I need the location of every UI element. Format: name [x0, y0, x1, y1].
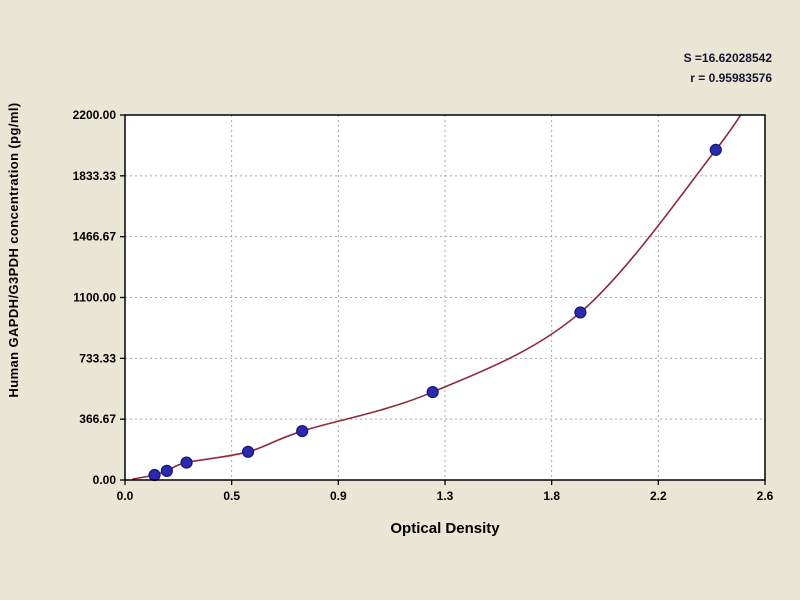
data-point — [296, 424, 309, 438]
x-tick-label: 1.3 — [437, 489, 454, 503]
y-tick-label: 1466.67 — [73, 230, 117, 244]
y-tick-label: 733.33 — [79, 351, 116, 365]
y-tick-label: 366.67 — [79, 412, 116, 426]
y-tick-label: 1833.33 — [73, 169, 117, 183]
data-point — [180, 456, 193, 469]
y-tick-label: 1100.00 — [73, 291, 116, 305]
x-tick-label: 0.9 — [330, 489, 347, 503]
x-tick-label: 2.2 — [650, 489, 667, 503]
data-point — [709, 143, 722, 156]
data-point — [241, 445, 255, 458]
data-point — [426, 385, 439, 399]
fit-statistics: S =16.62028542 r = 0.95983576 — [684, 48, 772, 89]
x-tick-label: 1.8 — [543, 489, 560, 503]
x-tick-label: 0.0 — [117, 489, 134, 503]
data-point — [574, 306, 587, 319]
data-point — [148, 468, 161, 482]
y-tick-label: 2200.00 — [73, 108, 117, 122]
x-tick-label: 2.6 — [757, 489, 774, 503]
data-point — [160, 464, 173, 477]
x-tick-label: 0.5 — [223, 489, 240, 503]
r-statistic: r = 0.95983576 — [690, 71, 772, 86]
y-tick-label: 0.00 — [93, 473, 117, 487]
x-axis-title: Optical Density — [390, 520, 500, 537]
s-statistic: S =16.62028542 — [683, 51, 772, 65]
